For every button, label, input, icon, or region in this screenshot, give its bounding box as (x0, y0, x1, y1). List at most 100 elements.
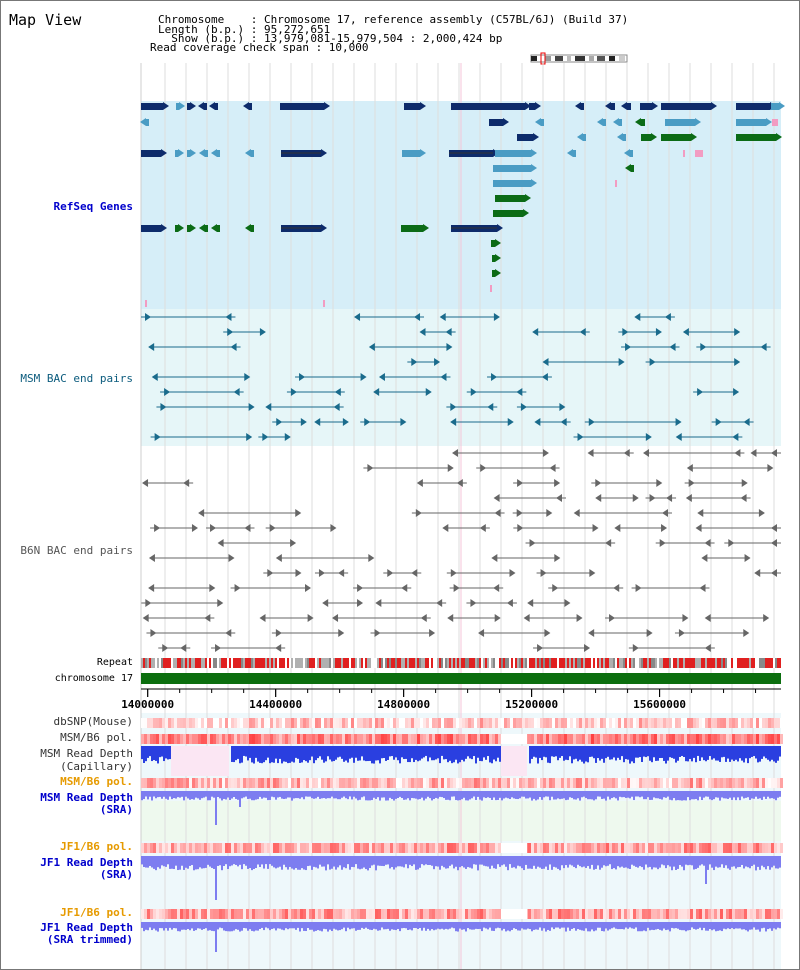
jf1-trim-depth-bar (573, 922, 575, 929)
repeat-segment (667, 658, 669, 668)
repeat-segment (171, 658, 173, 668)
msm-cap-depth-bar (249, 746, 251, 758)
gene-feature (573, 150, 576, 157)
repeat-segment (647, 658, 649, 668)
track-label-b6n-bac[interactable]: B6N BAC end pairs (20, 544, 133, 557)
msm-sra-depth-bar (323, 791, 325, 799)
jf1-pol-strip (357, 843, 360, 853)
repeat-segment (341, 658, 343, 668)
repeat-segment (161, 658, 163, 668)
jf1-trim-depth-bar (229, 922, 231, 932)
msm-pol-strip (735, 734, 738, 744)
jf1-pol2-strip (591, 909, 594, 919)
jf1-trim-depth-bar (331, 922, 333, 932)
msm-cap-depth-bar (713, 746, 715, 759)
msm-cap-depth-bar (733, 746, 735, 762)
track-label-msm-bac[interactable]: MSM BAC end pairs (20, 372, 133, 385)
track-label-dbsnp[interactable]: dbSNP(Mouse) (53, 715, 133, 728)
axis-tick-label: 14000000 (121, 698, 174, 711)
track-label-msm-depth-cap[interactable]: MSM Read Depth (40, 747, 133, 760)
jf1-sra-depth-bar (681, 856, 683, 867)
jf1-pol-strip (777, 843, 780, 853)
repeat-segment (691, 658, 693, 668)
jf1-sra-depth-bar (723, 856, 725, 868)
jf1-trim-depth-bar (215, 922, 217, 952)
msm-pol2-strip (732, 778, 735, 788)
dbsnp-strip (726, 718, 729, 728)
jf1-pol2-strip (348, 909, 351, 919)
track-label-repeat[interactable]: Repeat (96, 657, 133, 668)
jf1-pol2-strip (474, 909, 477, 919)
gene-strand-arrow (535, 102, 541, 110)
msm-pol-strip (561, 734, 564, 744)
msm-sra-depth-bar (653, 791, 655, 798)
msm-sra-depth-bar (305, 791, 307, 797)
jf1-trim-depth-bar (279, 922, 281, 929)
jf1-sra-depth-bar (377, 856, 379, 866)
track-label-jf1-trimmed[interactable]: JF1 Read Depth (40, 921, 133, 934)
jf1-trim-depth-bar (245, 922, 247, 929)
jf1-pol-strip (369, 843, 372, 853)
repeat-segment (733, 658, 735, 668)
track-label-jf1-pol-1[interactable]: JF1/B6 pol. (60, 840, 133, 853)
dbsnp-strip (144, 718, 147, 728)
repeat-segment (335, 658, 337, 668)
msm-pol2-strip (525, 778, 528, 788)
dbsnp-strip (531, 718, 534, 728)
jf1-trim-depth-bar (275, 922, 277, 931)
msm-sra-depth-bar (249, 791, 251, 799)
repeat-segment (499, 658, 501, 668)
track-label-jf1-pol-2[interactable]: JF1/B6 pol. (60, 906, 133, 919)
repeat-segment (347, 658, 349, 668)
msm-sra-depth-bar (211, 791, 213, 797)
track-label-msm-depth-sra[interactable]: MSM Read Depth (40, 791, 133, 804)
jf1-pol-strip (564, 843, 567, 853)
track-label-msm-pol-1[interactable]: MSM/B6 pol. (60, 731, 133, 744)
jf1-trim-depth-bar (541, 922, 543, 931)
jf1-pol2-strip (621, 909, 624, 919)
msm-pol-strip (594, 734, 597, 744)
jf1-trim-depth-bar (603, 922, 605, 932)
track-label-jf1-depth[interactable]: JF1 Read Depth (40, 856, 133, 869)
msm-sra-depth-bar (189, 791, 191, 800)
msm-sra-depth-bar (215, 791, 217, 825)
msm-cap-depth-bar (355, 746, 357, 758)
jf1-trim-depth-bar (235, 922, 237, 930)
jf1-pol-strip (672, 843, 675, 853)
jf1-trim-depth-bar (619, 922, 621, 930)
track-label-refseq[interactable]: RefSeq Genes (53, 200, 133, 213)
repeat-segment (173, 658, 175, 668)
jf1-pol2-strip (417, 909, 420, 919)
jf1-pol-strip (768, 843, 771, 853)
msm-pol-strip (174, 734, 177, 744)
msm-sra-depth-bar (185, 791, 187, 797)
msm-bac-end (649, 358, 656, 366)
jf1-pol-strip (711, 843, 714, 853)
jf1-pol2-strip (330, 909, 333, 919)
msm-sra-depth-bar (187, 791, 189, 799)
jf1-trim-depth-bar (439, 922, 441, 930)
msm-pol-strip (147, 734, 150, 744)
msm-pol-strip (363, 734, 366, 744)
jf1-trim-depth-bar (385, 922, 387, 930)
track-label-chromosome[interactable]: chromosome 17 (54, 673, 133, 684)
b6n-bac-end (744, 554, 751, 562)
jf1-sra-depth-bar (179, 856, 181, 870)
msm-cap-depth-bar (431, 746, 433, 761)
jf1-trim-depth-bar (485, 922, 487, 929)
repeat-segment (483, 658, 485, 668)
jf1-sra-depth-bar (567, 856, 569, 868)
jf1-trim-depth-bar (219, 922, 221, 928)
gene-feature (627, 103, 631, 110)
jf1-trim-depth-bar (337, 922, 339, 931)
jf1-sra-depth-bar (773, 856, 775, 866)
jf1-pol-strip (222, 843, 225, 853)
track-label-msm-pol-2[interactable]: MSM/B6 pol. (60, 775, 133, 788)
repeat-segment (463, 658, 465, 668)
jf1-pol-strip (498, 843, 501, 853)
msm-pol-strip (750, 734, 753, 744)
jf1-sra-depth-bar (421, 856, 423, 865)
msm-pol-strip (405, 734, 408, 744)
jf1-trim-depth-bar (319, 922, 321, 931)
